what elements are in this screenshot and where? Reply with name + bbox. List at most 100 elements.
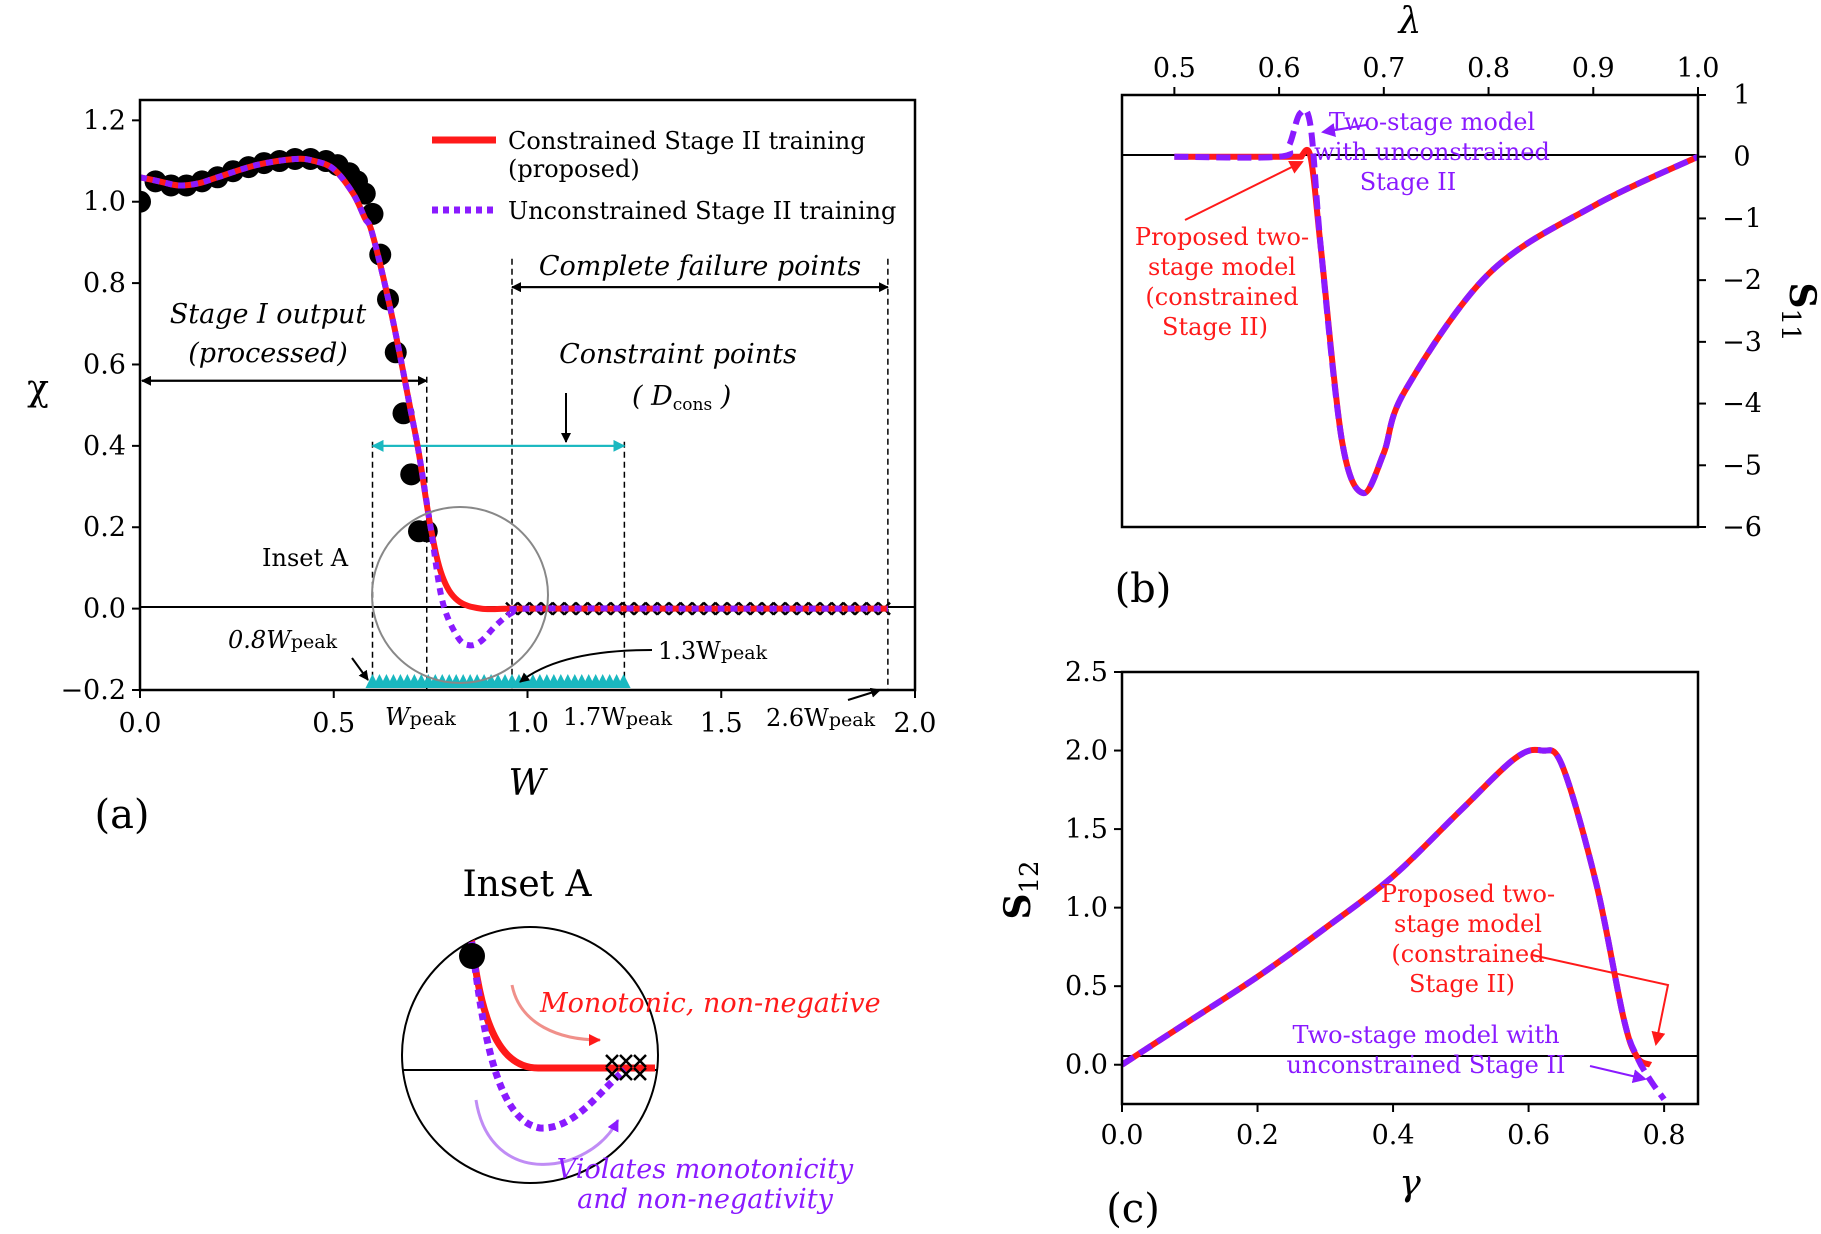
b-proposed-arrow (1184, 161, 1304, 221)
plot-marks-c (1122, 746, 1667, 1102)
y-tick-label: −1 (1722, 203, 1762, 234)
x-tick-label: 0.6 (1507, 1120, 1550, 1151)
panel-c: 0.0 0.2 0.4 0.6 0.80.00.51.01.52.02.5 γ S12 … (997, 657, 1700, 1232)
y-tick-label: 2.5 (1065, 657, 1108, 688)
marker-lines (371, 258, 889, 690)
y-tick-label: 1.2 (83, 105, 126, 136)
x-tick-label: 0.7 (1362, 53, 1405, 84)
inset-failure-points (605, 1054, 647, 1081)
ticks: 0.0 0.5 1.0 1.5 2.0−0.20.00.20.40.60.81.01.2 (60, 105, 936, 739)
x-tick-label: 1.5 (700, 708, 743, 739)
w08-label: 0.8Wpeak (228, 626, 338, 654)
inset-failure-point (605, 1067, 619, 1081)
y-axis-label-c: S12 (997, 860, 1045, 919)
axes-frame (138, 98, 917, 692)
y-tick-label: −6 (1722, 512, 1762, 543)
c-proposed-arrow (1531, 954, 1670, 1046)
y-tick-label: 0.6 (83, 349, 126, 380)
legend-label-constrained: Constrained Stage II training (508, 127, 866, 155)
ticks-c: 0.0 0.2 0.4 0.6 0.8 0.0 0.5 1.0 1.5 2.0 2.5 (1065, 657, 1686, 1151)
x-tick-label: 0.8 (1643, 1120, 1686, 1151)
w13-label: 1.3Wpeak (658, 637, 768, 665)
w17-label: 1.7Wpeak (563, 703, 673, 731)
inset-a-label: Inset A (262, 544, 349, 572)
x-tick-label: 0.5 (312, 708, 355, 739)
y-tick-label: 1 (1733, 80, 1750, 111)
inset-failure-point (633, 1054, 647, 1068)
c-proposed-label-1: Proposed two- (1381, 880, 1555, 908)
b-proposed-label-2: stage model (1148, 253, 1296, 281)
constraint-points-label: Constraint points (559, 339, 797, 370)
x-tick-label: 0.2 (1236, 1120, 1279, 1151)
stage-output-label-1: Stage I output (170, 299, 367, 330)
w08-arrow (351, 657, 369, 681)
y-tick-label: 0.8 (83, 268, 126, 299)
ticks-b: 0.5 0.6 0.7 0.8 0.9 1.0 1 0 −1 −2 −3 −4 −5 −6 (1153, 53, 1762, 543)
c-proposed-label-2: stage model (1394, 910, 1542, 938)
data-point (400, 463, 423, 486)
wpeak-label: Wpeak (385, 703, 456, 731)
y-tick-label: 0 (1733, 142, 1750, 173)
y-axis-label: χ (27, 368, 49, 409)
complete-failure-label: Complete failure points (539, 251, 861, 282)
y-tick-label: 1.0 (83, 187, 126, 218)
c-proposed-label-4: Stage II) (1409, 970, 1515, 998)
x-axis-label-b: λ (1397, 1, 1422, 42)
axes-frame-b (1120, 93, 1700, 529)
y-tick-label: −5 (1722, 450, 1762, 481)
inset-title: Inset A (462, 864, 592, 905)
w13-arrow (519, 649, 653, 683)
x-tick-label: 0.5 (1153, 53, 1196, 84)
w26-arrow (847, 687, 881, 701)
inset-a: Inset A Monotonic, non-negative Violates… (401, 864, 881, 1215)
c-unconstrained-arrow (1589, 1065, 1647, 1084)
plot-marks-b (1174, 107, 1698, 497)
b-proposed-label-4: Stage II) (1162, 313, 1268, 341)
inset-failure-point (619, 1054, 633, 1068)
panel-label-c: (c) (1106, 1186, 1160, 1232)
x-tick-label: 1.0 (506, 708, 549, 739)
panel-a: 0.0 0.5 1.0 1.5 2.0−0.20.00.20.40.60.81.01.2… (27, 98, 936, 838)
y-tick-label: 0.0 (83, 594, 126, 625)
b-unconstrained-label-2: with unconstrained (1314, 138, 1550, 166)
b-proposed-label-3: (constrained (1145, 283, 1298, 311)
b-proposed-label-1: Proposed two- (1135, 223, 1309, 251)
inset-failure-point (605, 1054, 619, 1068)
inset-frame (401, 926, 659, 1184)
constraint-point (616, 674, 631, 688)
plot-marks (140, 148, 891, 688)
series-b-unconstrained (1174, 107, 1698, 497)
b-unconstrained-arrow (1321, 123, 1367, 137)
axes-frame-c (1120, 670, 1700, 1106)
c-proposed-label-3: (constrained (1391, 940, 1544, 968)
y-tick-label: −0.2 (60, 675, 126, 706)
monotonic-label: Monotonic, non-negative (539, 988, 881, 1019)
y-tick-label: 0.0 (1065, 1050, 1108, 1081)
d-cons-label: ( Dcons ) (632, 381, 731, 415)
y-tick-label: 0.4 (83, 431, 126, 462)
legend-label-proposed: (proposed) (508, 155, 640, 183)
x-tick-label: 0.9 (1572, 53, 1615, 84)
panel-label-a: (a) (94, 792, 149, 838)
x-tick-label: 0.0 (1101, 1120, 1144, 1151)
inset-circle (371, 506, 549, 684)
violates-arrow (474, 1099, 620, 1166)
violates-label-2: and non-negativity (577, 1184, 833, 1215)
panel-label-b: (b) (1115, 566, 1172, 612)
inset-failure-point (633, 1067, 647, 1081)
x-tick-label: 1.0 (1677, 53, 1720, 84)
range-arrows (141, 282, 889, 452)
series-constrained (140, 155, 888, 613)
series-c-unconstrained (1122, 746, 1667, 1102)
y-tick-label: −2 (1722, 265, 1762, 296)
inset-failure-point (619, 1067, 633, 1081)
legend-label-unconstrained: Unconstrained Stage II training (508, 197, 896, 225)
inset-plot (402, 929, 658, 1132)
inset-data-point (459, 943, 485, 969)
y-tick-label: 0.2 (83, 512, 126, 543)
x-tick-label: 0.8 (1467, 53, 1510, 84)
x-tick-label: 0.4 (1372, 1120, 1415, 1151)
legend: Constrained Stage II training (proposed)… (432, 127, 896, 225)
x-axis-label: W (508, 763, 548, 804)
